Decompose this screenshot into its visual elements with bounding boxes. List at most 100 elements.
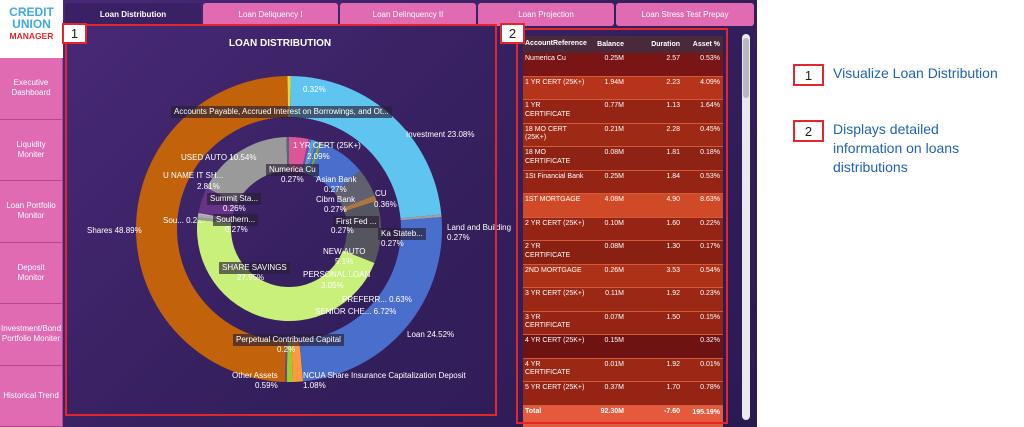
cell-ref: 5 YR CERT (25K+) <box>525 384 585 391</box>
dashboard-app: CREDIT UNION MANAGER Executive Dashboard… <box>0 0 757 427</box>
table-row[interactable]: 3 YR CERTIFICATE 0.07M 1.50 0.15% <box>523 311 723 335</box>
label-new-auto: NEW AUTO <box>323 247 366 256</box>
table-row[interactable]: 1ST MORTGAGE 4.08M 4.90 8.63% <box>523 194 723 218</box>
table-total-row: Total 92.30M -7.60 195.19% <box>523 405 723 427</box>
tab-loan-stress-test-prepay[interactable]: Loan Stress Test Prepay <box>616 3 754 26</box>
table-row[interactable]: 18 MO CERTIFICATE 0.08M 1.81 0.18% <box>523 147 723 171</box>
table-row[interactable]: 4 YR CERT (25K+) 0.15M 0.32% <box>523 335 723 359</box>
table-scrollbar[interactable] <box>742 34 750 420</box>
table-body: Numerica Cu 0.25M 2.57 0.53% 1 YR CERT (25K+… <box>523 53 723 406</box>
table-row[interactable]: 5 YR CERT (25K+) 0.37M 1.70 0.78% <box>523 382 723 406</box>
nav-deposit-monitor[interactable]: Deposit Monitor <box>0 242 63 304</box>
label-land: Land and Building <box>447 223 512 232</box>
nav-liquidity-moniter[interactable]: Liquidity Moniter <box>0 119 63 181</box>
label-uname-pct: 2.81% <box>197 182 220 191</box>
label-loan: Loan 24.52% <box>407 330 455 339</box>
cell-balance: 0.10M <box>604 219 624 227</box>
nav-executive-dashboard[interactable]: Executive Dashboard <box>0 58 63 120</box>
cell-balance: 4.08M <box>604 196 624 203</box>
cell-asset: 0.78% <box>700 384 720 391</box>
outer-slice-land-and-building[interactable] <box>400 214 442 221</box>
col-balance[interactable]: Balance <box>597 41 624 48</box>
legend-item-2: 2 Displays detailed information on loans… <box>793 120 1003 177</box>
cell-duration: 1.13 <box>666 102 680 109</box>
label-perpetual: Perpetual Contributed Capital <box>233 334 344 346</box>
cell-asset: 1.64% <box>700 102 720 109</box>
cell-duration: 1.30 <box>666 243 680 250</box>
outer-slice-other-assets[interactable] <box>286 340 293 382</box>
legend-text-2: Displays detailed information on loans d… <box>833 121 960 175</box>
tab-loan-distribution[interactable]: Loan Distribution <box>65 3 201 26</box>
cell-ref: 1St Financial Bank <box>525 172 584 180</box>
table-row[interactable]: Numerica Cu 0.25M 2.57 0.53% <box>523 53 723 77</box>
label-uname: U NAME IT SH... <box>163 171 224 180</box>
label-personal-loan: PERSONAL LOAN <box>303 270 371 279</box>
table-row[interactable]: 1St Financial Bank 0.25M 1.84 0.53% <box>523 170 723 194</box>
tab-loan-delinquency-2[interactable]: Loan Delinquency II <box>340 3 476 26</box>
label-share-savings-pct: 27.95% <box>237 273 265 282</box>
cell-ref: 4 YR CERT (25K+) <box>525 337 585 344</box>
cell-asset: 0.45% <box>700 125 720 133</box>
table-row[interactable]: 2ND MORTGAGE 0.26M 3.53 0.54% <box>523 264 723 288</box>
cell-asset: 0.01% <box>700 360 720 368</box>
cell-ref: Numerica Cu <box>525 55 566 62</box>
label-preferr: PREFERR... 0.63% <box>342 295 412 304</box>
label-cu-pct: 0.36% <box>374 200 397 209</box>
label-other-assets: Other Assets <box>232 371 278 380</box>
cell-balance: 0.21M <box>604 125 624 133</box>
cell-duration: 4.90 <box>666 196 680 203</box>
cell-balance: 0.25M <box>604 172 624 180</box>
inner-slice-used-auto[interactable] <box>206 137 288 204</box>
col-asset-pct[interactable]: Asset % <box>692 41 720 48</box>
inner-slice-share-savings[interactable] <box>197 219 375 321</box>
cell-duration: 1.84 <box>666 172 680 180</box>
label-sou: Sou... 0.2... <box>163 216 204 225</box>
nav-investment-bond-portfolio[interactable]: Investment/Bond Portfolio Moniter <box>0 304 63 366</box>
table-row[interactable]: 3 YR CERT (25K+) 0.11M 1.92 0.23% <box>523 288 723 312</box>
table-row[interactable]: 2 YR CERTIFICATE 0.08M 1.30 0.17% <box>523 241 723 265</box>
cell-balance: 0.08M <box>604 243 624 250</box>
nav-historical-trend[interactable]: Historical Trend <box>0 365 63 427</box>
label-ncua: NCUA Share Insurance Capitalization Depo… <box>303 371 466 380</box>
outer-slice-perpetual-contributed-capital[interactable] <box>284 340 288 382</box>
col-account-reference[interactable]: AccountReference <box>525 40 587 48</box>
inner-slice-preferr-[interactable] <box>342 195 377 212</box>
cell-duration: 2.23 <box>666 78 680 86</box>
label-ncua-pct: 1.08% <box>303 381 326 390</box>
table-row[interactable]: 2 YR CERT (25K+) 0.10M 1.60 0.22% <box>523 217 723 241</box>
inner-slice-new-auto[interactable] <box>309 142 361 193</box>
outer-slice-shares[interactable] <box>135 76 288 382</box>
table-row[interactable]: 18 MO CERT (25K+) 0.21M 2.28 0.45% <box>523 123 723 147</box>
total-label: Total <box>525 407 542 415</box>
logo: CREDIT UNION MANAGER <box>0 0 63 58</box>
label-ka-pct: 0.27% <box>381 239 404 248</box>
cell-duration: 3.53 <box>666 266 680 274</box>
cell-duration: 2.57 <box>666 55 680 62</box>
label-investment: Investment 23.08% <box>406 130 475 139</box>
outer-slice-ncua-share-insurance-capitaliz[interactable] <box>291 340 303 382</box>
inner-slice-1-yr-cert-25k-[interactable] <box>289 137 309 173</box>
table-row[interactable]: 4 YR CERTIFICATE 0.01M 1.92 0.01% <box>523 358 723 382</box>
table-row[interactable]: 1 YR CERT (25K+) 1.94M 2.23 4.09% <box>523 76 723 100</box>
total-asset: 195.19% <box>692 408 720 416</box>
tab-loan-projection[interactable]: Loan Projection <box>478 3 614 26</box>
loan-distribution-chart: LOAN DISTRIBUTION 0.32% Accounts Payable… <box>65 30 511 417</box>
nav-loan-portfolio-monitor[interactable]: Loan Portfolio Monitor <box>0 181 63 243</box>
tab-loan-deliquency-1[interactable]: Loan Deliquency I <box>203 3 338 26</box>
label-ka-stateb: Ka Stateb... <box>378 228 426 240</box>
cell-ref: 3 YR CERTIFICATE <box>525 313 571 330</box>
cell-ref: 2 YR CERTIFICATE <box>525 243 571 259</box>
table-row[interactable]: 1 YR CERTIFICATE 0.77M 1.13 1.64% <box>523 100 723 124</box>
badge-2: 2 <box>500 23 525 44</box>
label-perpetual-pct: 0.2% <box>277 345 296 354</box>
cell-ref: 1 YR CERTIFICATE <box>525 102 571 118</box>
cell-balance: 0.37M <box>604 384 624 391</box>
col-duration[interactable]: Duration <box>651 41 680 48</box>
scrollbar-thumb[interactable] <box>743 38 749 98</box>
inner-slice-numerica-cu[interactable] <box>286 137 289 172</box>
inner-slice-personal-loan[interactable] <box>333 170 375 208</box>
cell-duration: 1.92 <box>666 290 680 297</box>
label-cu: CU <box>375 189 387 198</box>
logo-line1: CREDIT <box>9 5 54 19</box>
cell-ref: 2 YR CERT (25K+) <box>525 219 585 227</box>
